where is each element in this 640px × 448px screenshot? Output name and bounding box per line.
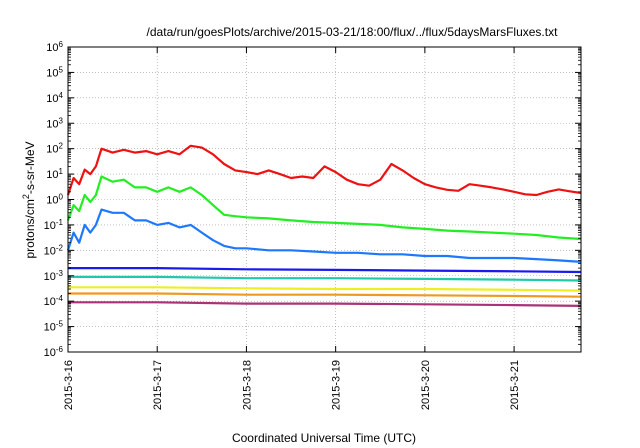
series-line-3 — [66, 208, 582, 263]
y-tick-label: 10-4 — [44, 294, 64, 309]
x-tick-label: 2015-3-19 — [331, 360, 343, 410]
grid — [68, 47, 581, 352]
y-tick-label: 103 — [46, 116, 63, 131]
y-tick-label: 10-5 — [44, 319, 64, 334]
x-tick-label: 2015-3-21 — [509, 360, 521, 410]
y-tick-label: 10-2 — [44, 243, 64, 257]
plot-frame — [67, 46, 582, 353]
series-line-5 — [68, 275, 582, 282]
series-line-4 — [68, 267, 582, 274]
series-line-6 — [68, 286, 582, 292]
y-tick-label: 10-1 — [44, 217, 64, 232]
y-tick-label: 10-3 — [44, 268, 64, 283]
series-line-2 — [66, 175, 582, 241]
y-axis-label: protons/cm2-s-sr-MeV — [21, 141, 37, 258]
y-tick-label: 100 — [46, 192, 63, 207]
series-line-7 — [68, 292, 582, 298]
series-line-1 — [66, 144, 582, 197]
y-axis-label-rest: -s-sr-MeV — [23, 141, 37, 194]
y-tick-label: 106 — [46, 40, 63, 55]
x-tick-label: 2015-3-20 — [420, 360, 432, 410]
x-tick-label: 2015-3-17 — [152, 360, 164, 410]
series-line-8 — [68, 301, 582, 307]
x-axis-label: Coordinated Universal Time (UTC) — [232, 431, 416, 445]
y-tick-label: 104 — [46, 90, 63, 105]
y-tick-label: 105 — [46, 65, 63, 80]
y-axis-label-sup: 2 — [21, 194, 31, 199]
series-layer — [66, 144, 582, 307]
y-tick-label: 102 — [46, 141, 63, 156]
y-axis-label-base: protons/cm — [23, 199, 37, 258]
chart-title: /data/run/goesPlots/archive/2015-03-21/1… — [147, 25, 559, 39]
y-tick-label: 101 — [46, 167, 63, 182]
x-tick-label: 2015-3-16 — [63, 360, 75, 410]
y-tick-label: 10-6 — [44, 345, 64, 360]
ticks-layer: 10-6 10-5 10-4 10-3 10-2 10-1 100 101 102 103 104 1… — [44, 40, 581, 410]
x-tick-label: 2015-3-18 — [241, 360, 253, 410]
